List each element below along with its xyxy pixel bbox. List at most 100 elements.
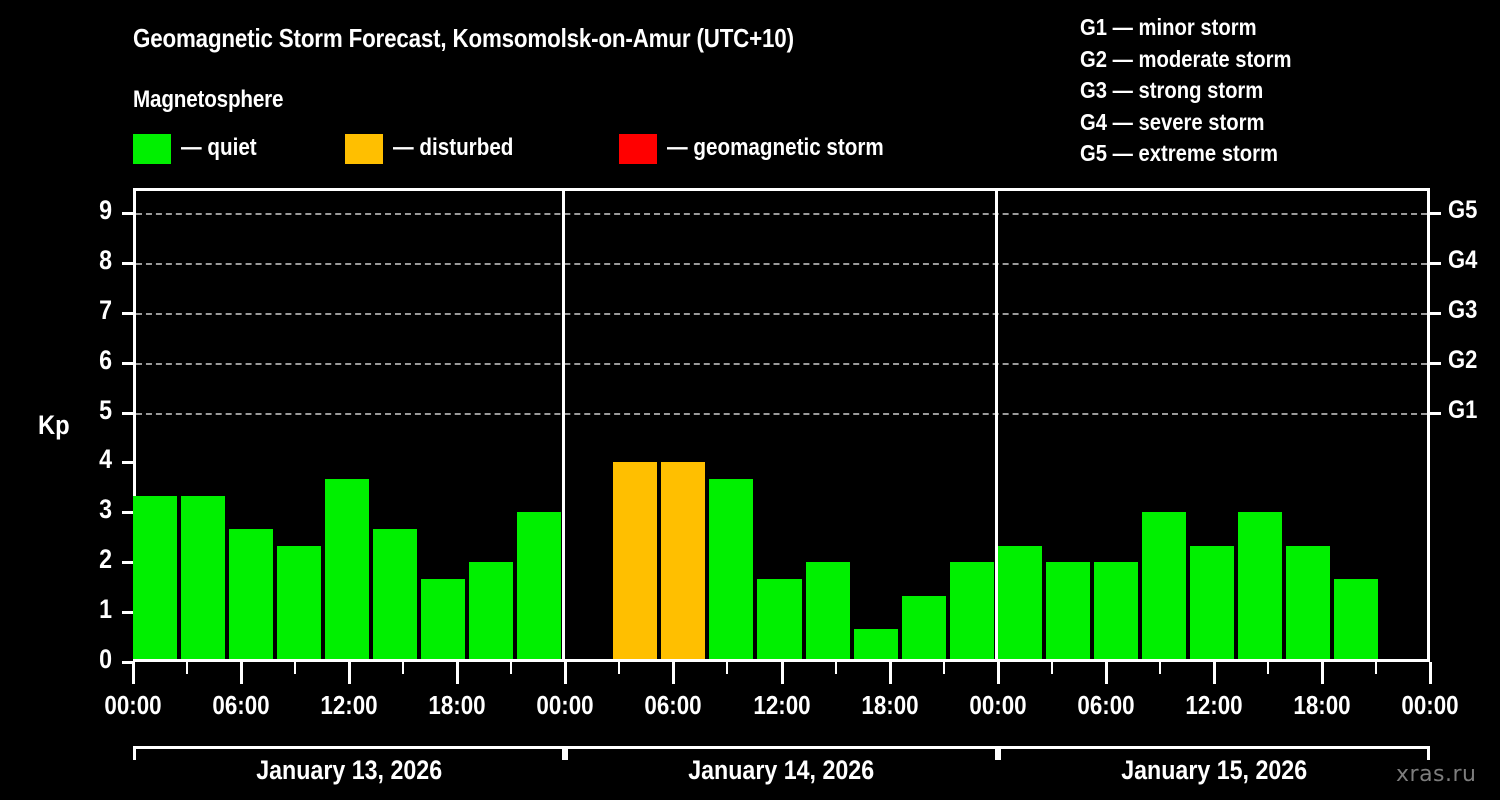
g-scale-line-5: G5 — extreme storm xyxy=(1080,140,1278,166)
x-tick-minor-15 xyxy=(942,662,945,674)
x-tick-major-2 xyxy=(348,662,352,684)
x-tick-minor-23 xyxy=(1374,662,1377,674)
g-scale-line-1: G1 — minor storm xyxy=(1080,14,1257,40)
day-bracket-3 xyxy=(997,746,1430,760)
x-tick-minor-9 xyxy=(618,662,621,674)
y-tick-7 xyxy=(122,311,133,315)
x-tick-major-7 xyxy=(888,662,892,684)
x-tick-major-8 xyxy=(996,662,1000,684)
x-tick-major-6 xyxy=(780,662,784,684)
y-tick-8 xyxy=(122,261,133,265)
y-tick-label-7: 7 xyxy=(99,294,112,325)
x-tick-label-12: 00:00 xyxy=(1401,690,1459,720)
page-title: Geomagnetic Storm Forecast, Komsomolsk-o… xyxy=(133,23,794,53)
y-tick-label-4: 4 xyxy=(99,444,112,475)
legend-item-label: — quiet xyxy=(181,134,257,161)
y-tick-1 xyxy=(122,611,133,615)
bar-kp xyxy=(421,578,466,659)
x-tick-major-10 xyxy=(1212,662,1216,684)
day-bracket-2 xyxy=(565,746,998,760)
right-tick-G1 xyxy=(1430,411,1441,415)
x-tick-minor-5 xyxy=(402,662,405,674)
bar-kp xyxy=(325,478,370,659)
magnetosphere-legend-heading: Magnetosphere xyxy=(133,86,284,113)
bar-kp xyxy=(757,578,802,659)
bar-kp xyxy=(1045,562,1090,659)
right-tick-label-G1: G1 xyxy=(1448,395,1478,424)
bar-kp xyxy=(949,562,994,659)
y-axis-title: Kp xyxy=(38,410,70,440)
y-tick-0 xyxy=(122,661,133,664)
gridline-kp-9 xyxy=(136,212,1427,215)
day-bracket-1 xyxy=(133,746,566,760)
x-tick-minor-11 xyxy=(726,662,729,674)
legend-item-label: — disturbed xyxy=(393,134,514,161)
bar-kp xyxy=(901,595,946,659)
bar-kp xyxy=(469,562,514,659)
right-tick-G5 xyxy=(1430,211,1441,215)
day-label-1: January 13, 2026 xyxy=(256,755,443,785)
gridline-kp-6 xyxy=(136,362,1427,365)
bar-kp xyxy=(1237,512,1282,659)
x-tick-minor-13 xyxy=(834,662,837,674)
x-tick-major-9 xyxy=(1104,662,1108,684)
g-scale-line-2: G2 — moderate storm xyxy=(1080,45,1292,72)
x-tick-label-5: 06:00 xyxy=(644,690,703,720)
x-tick-label-3: 18:00 xyxy=(428,690,486,720)
bar-kp xyxy=(277,545,322,659)
x-tick-major-5 xyxy=(672,662,676,684)
x-tick-label-0: 00:00 xyxy=(104,690,162,720)
right-tick-label-G3: G3 xyxy=(1448,295,1478,324)
x-tick-major-0 xyxy=(132,662,135,684)
bar-kp xyxy=(1333,578,1378,659)
day-label-3: January 15, 2026 xyxy=(1120,755,1307,785)
y-tick-label-1: 1 xyxy=(99,594,112,625)
y-tick-label-9: 9 xyxy=(99,194,112,225)
plot-area xyxy=(133,188,1430,662)
x-tick-minor-17 xyxy=(1050,662,1053,674)
watermark: xras.ru xyxy=(1396,762,1477,787)
x-tick-minor-1 xyxy=(186,662,189,674)
right-tick-label-G4: G4 xyxy=(1448,245,1478,274)
legend-item-label: — geomagnetic storm xyxy=(667,134,884,161)
g-scale-line-3: G3 — strong storm xyxy=(1080,77,1264,103)
x-tick-label-11: 18:00 xyxy=(1293,690,1351,720)
gridline-kp-5 xyxy=(136,412,1427,415)
bar-kp xyxy=(133,495,178,659)
bar-kp xyxy=(229,528,274,659)
gridline-kp-8 xyxy=(136,262,1427,265)
bar-kp xyxy=(613,462,658,659)
right-tick-G4 xyxy=(1430,261,1441,265)
x-tick-minor-19 xyxy=(1158,662,1161,674)
y-tick-3 xyxy=(122,511,133,515)
bar-kp xyxy=(517,512,562,659)
x-tick-label-6: 12:00 xyxy=(752,690,811,720)
bar-kp xyxy=(853,628,898,659)
y-tick-label-3: 3 xyxy=(99,494,112,525)
bar-kp xyxy=(997,545,1042,659)
x-tick-major-3 xyxy=(456,662,460,684)
day-separator-2 xyxy=(994,191,998,659)
g-scale-line-4: G4 — severe storm xyxy=(1080,108,1265,135)
right-tick-label-G5: G5 xyxy=(1448,195,1478,224)
x-tick-label-9: 06:00 xyxy=(1077,690,1135,720)
x-tick-minor-7 xyxy=(510,662,513,674)
x-tick-major-1 xyxy=(240,662,244,684)
y-tick-label-5: 5 xyxy=(99,394,112,425)
y-tick-2 xyxy=(122,561,133,565)
y-tick-label-2: 2 xyxy=(99,544,112,575)
x-tick-label-7: 18:00 xyxy=(860,690,919,720)
day-separator-1 xyxy=(562,191,566,659)
x-tick-minor-21 xyxy=(1266,662,1269,674)
legend-color-swatch xyxy=(133,134,171,164)
y-tick-label-6: 6 xyxy=(99,344,112,375)
legend-color-swatch xyxy=(345,134,383,164)
x-tick-label-1: 06:00 xyxy=(212,690,270,720)
bar-kp xyxy=(661,462,706,659)
bar-kp xyxy=(805,562,850,659)
legend-color-swatch xyxy=(619,134,657,164)
x-tick-label-10: 12:00 xyxy=(1185,690,1243,720)
bar-kp xyxy=(709,478,754,659)
y-tick-label-8: 8 xyxy=(99,244,112,275)
